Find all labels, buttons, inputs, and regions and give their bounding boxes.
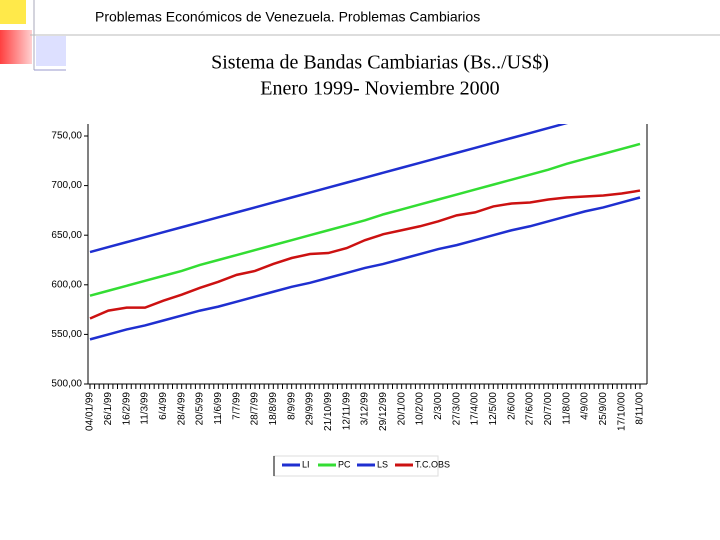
y-tick-label: 700,00 <box>51 180 82 191</box>
x-tick-label: 12/5/00 <box>488 392 499 426</box>
x-tick-label: 28/7/99 <box>250 392 261 426</box>
x-tick-label: 17/10/00 <box>616 392 627 431</box>
x-tick-label: 2/3/00 <box>433 392 444 420</box>
x-tick-label: 27/6/00 <box>525 392 536 426</box>
x-tick-label: 28/4/99 <box>176 392 187 426</box>
series-line <box>89 142 641 297</box>
x-tick-label: 26/1/99 <box>103 392 114 426</box>
x-tick-label: 29/12/99 <box>378 392 389 431</box>
x-tick-label: 8/9/99 <box>286 392 297 420</box>
series-line <box>89 189 641 320</box>
series-line <box>89 124 569 254</box>
deco-blue <box>36 36 66 66</box>
x-tick-label: 7/7/99 <box>231 392 242 420</box>
x-tick-label: 20/5/99 <box>195 392 206 426</box>
x-tick-label: 29/9/99 <box>305 392 316 426</box>
legend-label: LI <box>302 459 310 469</box>
x-tick-label: 4/9/00 <box>580 392 591 420</box>
deco-red <box>0 30 32 64</box>
x-tick-label: 11/8/00 <box>561 392 572 425</box>
x-tick-label: 10/2/00 <box>415 392 426 426</box>
deco-yellow <box>0 0 26 24</box>
y-tick-label: 600,00 <box>51 279 82 290</box>
x-tick-label: 25/9/00 <box>598 392 609 426</box>
x-tick-label: 11/6/99 <box>213 392 224 425</box>
legend-label: PC <box>338 459 351 469</box>
chart-subtitle: Enero 1999- Noviembre 2000 <box>260 78 499 100</box>
x-tick-label: 16/2/99 <box>121 392 132 426</box>
legend-label: LS <box>377 459 388 469</box>
x-tick-label: 17/4/00 <box>470 392 481 426</box>
x-tick-label: 04/01/99 <box>85 392 96 431</box>
y-tick-label: 550,00 <box>51 329 82 340</box>
x-tick-label: 18/8/99 <box>268 392 279 426</box>
header: Problemas Económicos de Venezuela. Probl… <box>95 9 480 25</box>
series-line <box>89 196 641 341</box>
x-tick-label: 3/12/99 <box>360 392 371 426</box>
legend-label: T.C.OBS <box>415 459 450 469</box>
y-tick-label: 650,00 <box>51 230 82 241</box>
x-tick-label: 11/3/99 <box>140 392 151 425</box>
x-tick-label: 12/11/99 <box>341 392 352 431</box>
x-tick-label: 2/6/00 <box>506 392 517 420</box>
x-tick-label: 20/7/00 <box>543 392 554 426</box>
x-tick-label: 27/3/00 <box>451 392 462 426</box>
x-tick-label: 8/11/00 <box>635 392 646 425</box>
x-tick-label: 20/1/00 <box>396 392 407 426</box>
y-tick-label: 500,00 <box>51 379 82 390</box>
chart-title: Sistema de Bandas Cambiarias (Bs../US$) <box>211 52 549 74</box>
y-tick-label: 750,00 <box>51 131 82 142</box>
x-tick-label: 6/4/99 <box>158 392 169 420</box>
x-tick-label: 21/10/99 <box>323 392 334 431</box>
